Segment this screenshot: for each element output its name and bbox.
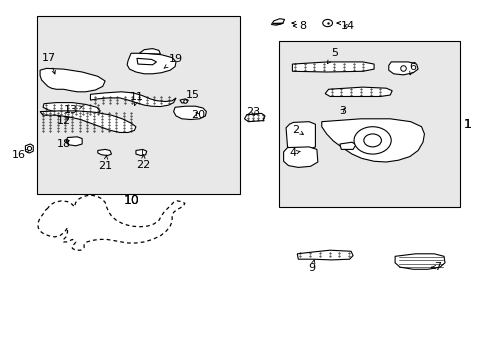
Polygon shape: [244, 113, 264, 122]
Text: 16: 16: [12, 150, 29, 160]
Text: 14: 14: [341, 21, 354, 31]
Polygon shape: [394, 254, 444, 269]
Text: 21: 21: [98, 155, 112, 171]
Polygon shape: [388, 62, 417, 75]
Text: 7: 7: [430, 262, 440, 272]
Polygon shape: [136, 149, 146, 156]
Text: 6: 6: [409, 62, 416, 75]
Polygon shape: [25, 144, 33, 153]
Polygon shape: [40, 111, 136, 132]
Text: 18: 18: [57, 139, 70, 149]
Text: 10: 10: [124, 194, 140, 207]
Polygon shape: [43, 103, 100, 116]
Polygon shape: [66, 137, 82, 146]
Polygon shape: [127, 53, 176, 74]
Text: 11: 11: [130, 92, 143, 105]
Text: 22: 22: [135, 154, 150, 170]
Text: 1: 1: [463, 118, 470, 131]
Polygon shape: [139, 49, 160, 54]
Polygon shape: [321, 119, 424, 162]
Text: 17: 17: [42, 53, 56, 74]
Polygon shape: [98, 149, 111, 156]
Text: 8: 8: [293, 21, 306, 31]
Text: 9: 9: [308, 260, 315, 273]
Bar: [37, 16, 239, 194]
Text: 3: 3: [338, 106, 345, 116]
Circle shape: [353, 127, 390, 154]
Circle shape: [363, 134, 381, 147]
Text: 23: 23: [246, 107, 260, 117]
Polygon shape: [292, 62, 373, 72]
Polygon shape: [325, 87, 391, 96]
Polygon shape: [339, 142, 355, 149]
Text: 2: 2: [292, 125, 303, 135]
Text: 1: 1: [463, 118, 470, 131]
Polygon shape: [285, 122, 315, 149]
Polygon shape: [297, 250, 352, 260]
Text: 12: 12: [57, 116, 70, 126]
Text: 10: 10: [124, 194, 140, 207]
Polygon shape: [40, 68, 105, 92]
Polygon shape: [272, 23, 283, 24]
Text: 19: 19: [163, 54, 183, 68]
Polygon shape: [173, 106, 206, 120]
Text: 5: 5: [326, 48, 338, 64]
Polygon shape: [137, 58, 156, 65]
Polygon shape: [283, 147, 317, 167]
Polygon shape: [271, 19, 284, 25]
Text: 13: 13: [64, 105, 82, 115]
Text: 15: 15: [183, 90, 200, 103]
Polygon shape: [180, 99, 188, 103]
Text: 4: 4: [289, 148, 300, 158]
Polygon shape: [90, 92, 176, 107]
Bar: [278, 41, 459, 207]
Circle shape: [322, 19, 332, 27]
Text: 20: 20: [191, 110, 204, 120]
